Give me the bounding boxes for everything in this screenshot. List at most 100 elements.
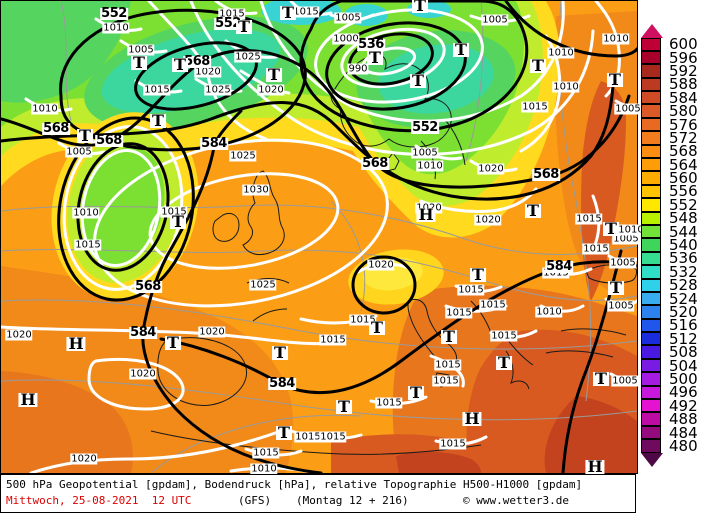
scale-color-box [641,305,661,319]
pressure-center-letter: T [410,71,426,90]
pressure-label: 1015 [319,431,347,443]
pressure-label: 1020 [477,163,505,175]
pressure-label: 1015 [434,359,462,371]
pressure-label: 1005 [411,147,439,159]
pressure-label: 990 [347,63,369,75]
scale-color-box [641,131,661,145]
pressure-center-letter: T [453,40,469,59]
scale-row: 484 [641,425,703,440]
pressure-center-letter: T [408,383,424,402]
geopotential-label: 552 [214,16,242,31]
geopotential-label: 552 [100,6,128,21]
scale-value-label: 488 [669,410,698,429]
scale-color-box [641,345,661,359]
scale-color-box [641,238,661,252]
map-labels: 1010 1015 1015 1005 1005 1000 990 1005 1010 1010 1… [1,0,645,476]
scale-color-box [641,425,661,440]
caption-model: (GFS) [238,494,272,507]
scale-value-label: 592 [669,61,698,80]
pressure-label: 1005 [611,375,639,387]
pressure-center-letter: T [530,56,546,75]
pressure-label: 1015 [349,314,377,326]
scale-value-label: 492 [669,396,698,415]
scale-color-box [641,412,661,426]
pressure-label: 1020 [367,259,395,271]
pressure-center-letter: T [150,111,166,130]
scale-value-label: 504 [669,356,698,375]
pressure-center-letter: T [607,70,623,89]
caption-credit: © www.wetter3.de [463,494,569,507]
pressure-center-letter: T [441,327,457,346]
scale-color-box [641,64,661,78]
scale-value-label: 516 [669,316,698,335]
pressure-label: 1015 [582,243,610,255]
scale-row: 544 [641,224,703,239]
scale-value-label: 512 [669,329,698,348]
pressure-label: 1010 [416,160,444,172]
scale-color-box [641,399,661,413]
pressure-center-letter: T [593,369,609,388]
caption-title: 500 hPa Geopotential [gpdam], Bodendruck… [6,478,583,491]
scale-color-box [641,91,661,105]
pressure-label: 1010 [72,207,100,219]
scale-row: 596 [641,50,703,65]
pressure-center-letter: T [603,219,619,238]
scale-color-box [641,171,661,185]
scale-color-box [641,439,661,453]
scale-color-box [641,198,661,212]
pressure-center-letter: T [276,423,292,442]
pressure-label: 1010 [602,33,630,45]
pressure-label: 1015 [252,447,280,459]
pressure-label: 1015 [292,6,320,18]
scale-row: 488 [641,410,703,429]
pressure-center-letter: T [170,212,186,231]
scale-row: 536 [641,251,703,266]
scale-row: 548 [641,211,703,226]
scale-row: 500 [641,371,703,386]
pressure-label: 1015 [490,330,518,342]
pressure-center-letter: T [131,53,147,72]
pressure-label: 1020 [198,326,226,338]
scale-value-label: 572 [669,128,698,147]
scale-color-box [641,224,661,239]
geopotential-label: 568 [361,156,389,171]
scale-row: 572 [641,128,703,147]
pressure-label: 1015 [294,431,322,443]
scale-value-label: 576 [669,115,698,134]
pressure-center-letter: T [266,65,282,84]
geopotential-label: 552 [411,120,439,135]
pressure-center-letter: T [470,265,486,284]
pressure-label: 1020 [70,453,98,465]
pressure-center-letter: H [416,205,436,224]
scale-row: 492 [641,396,703,415]
caption-box: 500 hPa Geopotential [gpdam], Bodendruck… [0,474,636,513]
pressure-label: 1020 [474,214,502,226]
pressure-label: 1020 [257,84,285,96]
scale-color-box [641,50,661,65]
pressure-label: 1015 [319,334,347,346]
scale-value-label: 532 [669,262,698,281]
pressure-center-letter: H [585,457,605,476]
scale-row: 560 [641,171,703,186]
pressure-center-letter: T [172,55,188,74]
pressure-label: 1010 [102,22,130,34]
geopotential-label: 584 [545,259,573,274]
scale-row: 516 [641,316,703,335]
pressure-label: 1025 [249,279,277,291]
scale-value-label: 580 [669,102,698,121]
pressure-label: 1005 [481,14,509,26]
pressure-label: 1020 [5,329,33,341]
scale-color-box [641,37,661,51]
scale-color-box [641,385,661,400]
pressure-center-letter: H [462,409,482,428]
geopotential-label: 584 [200,136,228,151]
scale-row: 580 [641,102,703,121]
pressure-label: 1010 [617,224,645,236]
pressure-label: 1015 [74,239,102,251]
geopotential-label: 568 [95,133,123,148]
scale-color-box [641,158,661,172]
pressure-label: 1005 [612,233,640,245]
scale-value-label: 524 [669,289,698,308]
pressure-center-letter: H [66,334,86,353]
pressure-label: 1015 [143,84,171,96]
